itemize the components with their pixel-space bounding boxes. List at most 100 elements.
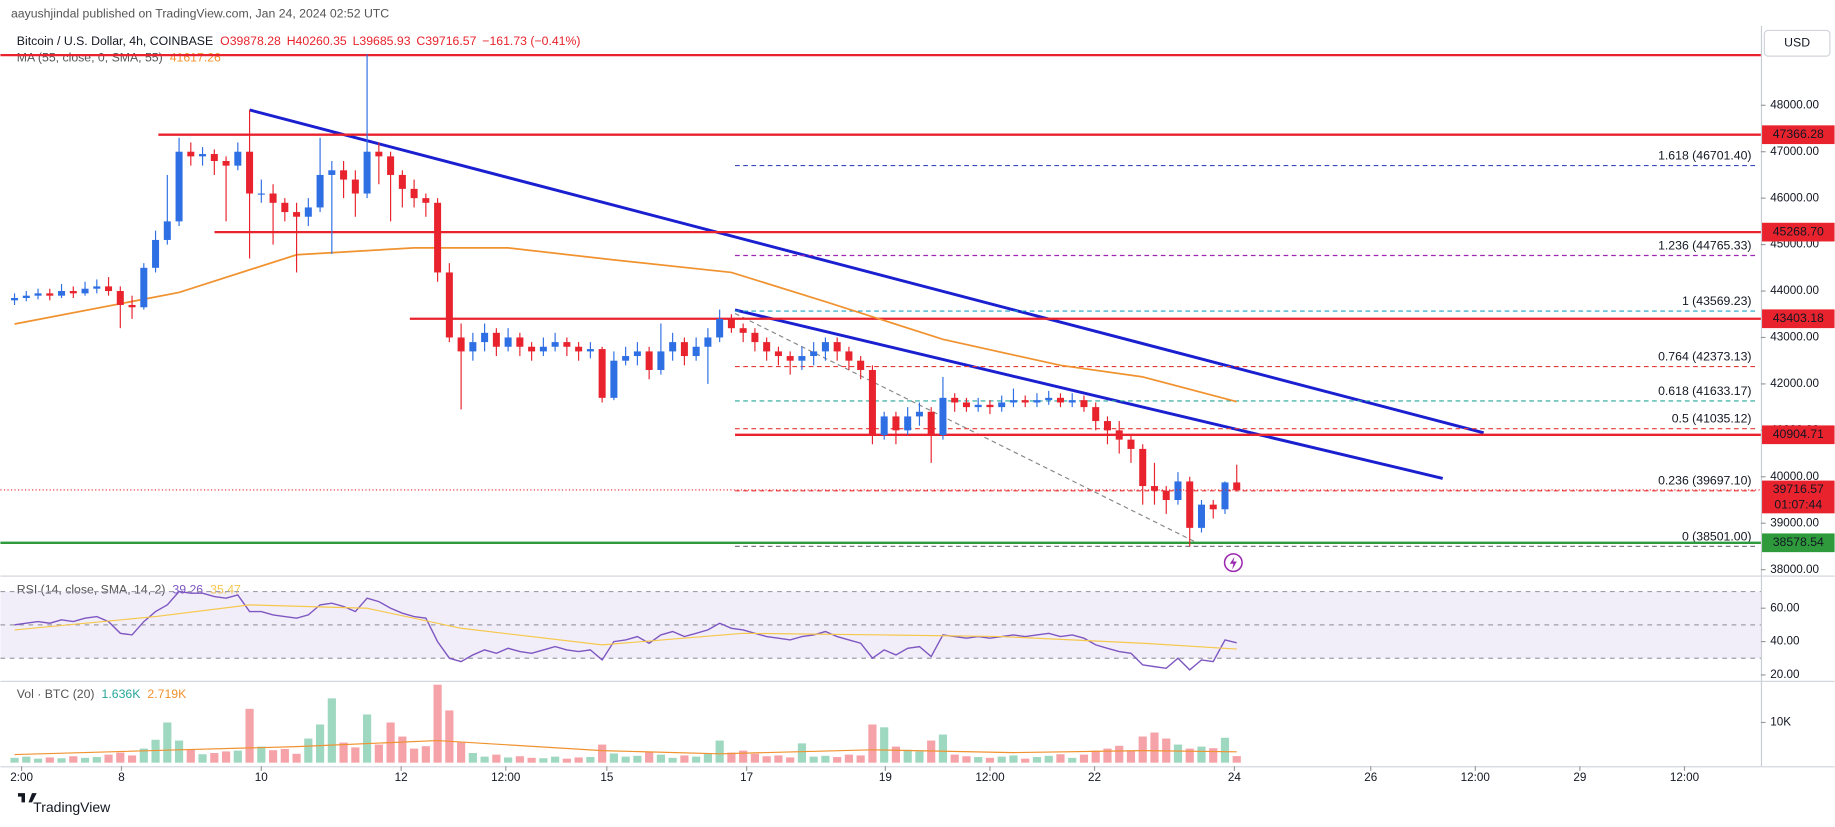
candle-body: [1115, 430, 1123, 440]
candle-body: [563, 342, 571, 347]
level-label: 45268.70: [1773, 224, 1824, 238]
volume-bar: [997, 756, 1006, 763]
candle-body: [351, 179, 359, 194]
volume-bar: [891, 746, 901, 763]
volume-name: Vol · BTC (20): [17, 687, 95, 701]
candle-body: [234, 151, 242, 166]
countdown-label: 01:07:44: [1774, 497, 1822, 511]
candle-body: [1221, 482, 1229, 510]
candle-body: [363, 151, 371, 194]
low-label: L39685.93: [353, 34, 411, 48]
volume-bar: [69, 756, 78, 763]
footer-logo: [12, 793, 37, 803]
volume-bar: [151, 739, 160, 763]
trend-line: [249, 108, 1485, 435]
fib-label: 1 (43569.23): [1682, 294, 1752, 308]
volume-bar: [821, 755, 830, 763]
x-tick-label: 10: [255, 771, 269, 784]
candle-body: [457, 337, 465, 352]
panel-separator: [0, 575, 1835, 577]
level-label: 40904.71: [1773, 427, 1824, 441]
fib-label: 0.5 (41035.12): [1672, 412, 1752, 426]
candle-body: [69, 291, 77, 294]
level-label: 38578.54: [1773, 535, 1824, 549]
volume-bar: [468, 753, 477, 763]
volume-bar: [645, 752, 654, 763]
volume-bar: [1032, 757, 1042, 763]
candle-body: [810, 351, 818, 357]
volume-bar: [1056, 754, 1065, 763]
candle-body: [328, 170, 336, 175]
volume-bar: [174, 740, 184, 763]
volume-bar: [45, 757, 54, 763]
candle-body: [739, 328, 747, 333]
price-label: 39716.57: [1773, 482, 1824, 496]
candle-body: [586, 349, 594, 352]
candle-body: [645, 351, 653, 370]
volume-bar: [221, 751, 231, 763]
candle-body: [293, 212, 301, 217]
volume-bar: [762, 756, 771, 763]
candle-body: [210, 154, 218, 162]
candle-body: [763, 342, 771, 352]
candle-body: [246, 151, 254, 194]
currency: USD: [1784, 36, 1810, 50]
volume-bar: [539, 758, 548, 763]
candle-body: [951, 397, 959, 403]
candle-body: [222, 161, 230, 166]
candle-body: [81, 288, 89, 294]
rsi-tick-label: 40.00: [1770, 635, 1800, 648]
candle-body: [1045, 397, 1053, 401]
candle-body: [974, 404, 982, 408]
candle-body: [833, 342, 841, 352]
fib-label: 0.618 (41633.17): [1658, 384, 1751, 398]
level-box: [1762, 309, 1835, 329]
volume-bar: [304, 738, 313, 763]
volume-bar: [186, 749, 195, 763]
candle-body: [46, 293, 54, 296]
volume-bar: [1115, 745, 1124, 763]
volume-bar: [868, 724, 877, 763]
fib-label: 0 (38501.00): [1682, 529, 1752, 543]
x-tick-label: 26: [1364, 771, 1377, 784]
volume-bar: [33, 758, 43, 763]
candle-body: [915, 411, 923, 417]
legend-main: Bitcoin / U.S. Dollar, 4h, COINBASE O3987…: [17, 34, 581, 48]
candle-body: [868, 369, 876, 435]
candle-body: [140, 267, 148, 308]
candle-body: [11, 297, 19, 301]
candle-body: [398, 174, 406, 189]
volume-bar: [656, 754, 665, 763]
currency-box: [1763, 29, 1831, 57]
candle-body: [1197, 504, 1205, 528]
volume-bar: [233, 750, 242, 763]
x-tick-label: 12:00: [1461, 771, 1491, 784]
legend-volume: Vol · BTC (20) 1.636K 2.719K: [17, 687, 187, 701]
volume-bar: [739, 750, 748, 763]
candle-body: [1103, 421, 1111, 431]
y-tick-label: 48000.00: [1770, 98, 1819, 111]
volume-bar: [1232, 756, 1241, 763]
volume-bar: [57, 758, 66, 763]
candle-body: [880, 416, 888, 435]
volume-bar: [1068, 757, 1077, 763]
fib-label: 1.618 (46701.40): [1658, 148, 1751, 162]
volume-value: 1.636K: [102, 687, 142, 701]
high-label: H40260.35: [287, 34, 347, 48]
x-tick-label: 29: [1573, 771, 1586, 784]
volume-bar: [92, 757, 101, 763]
panel-separator: [0, 680, 1835, 682]
candle-body: [175, 151, 183, 222]
candle-body: [986, 404, 994, 408]
candle-body: [821, 342, 829, 352]
fib-label: 1.236 (44765.33): [1658, 238, 1751, 252]
candle-body: [962, 402, 970, 408]
volume-bar: [1009, 755, 1018, 763]
volume-bar: [527, 757, 536, 763]
footer-brand: TradingView: [33, 799, 111, 815]
candle-body: [269, 193, 277, 203]
volume-bar: [504, 757, 513, 763]
candle-body: [786, 356, 794, 361]
candle-body: [575, 346, 583, 352]
